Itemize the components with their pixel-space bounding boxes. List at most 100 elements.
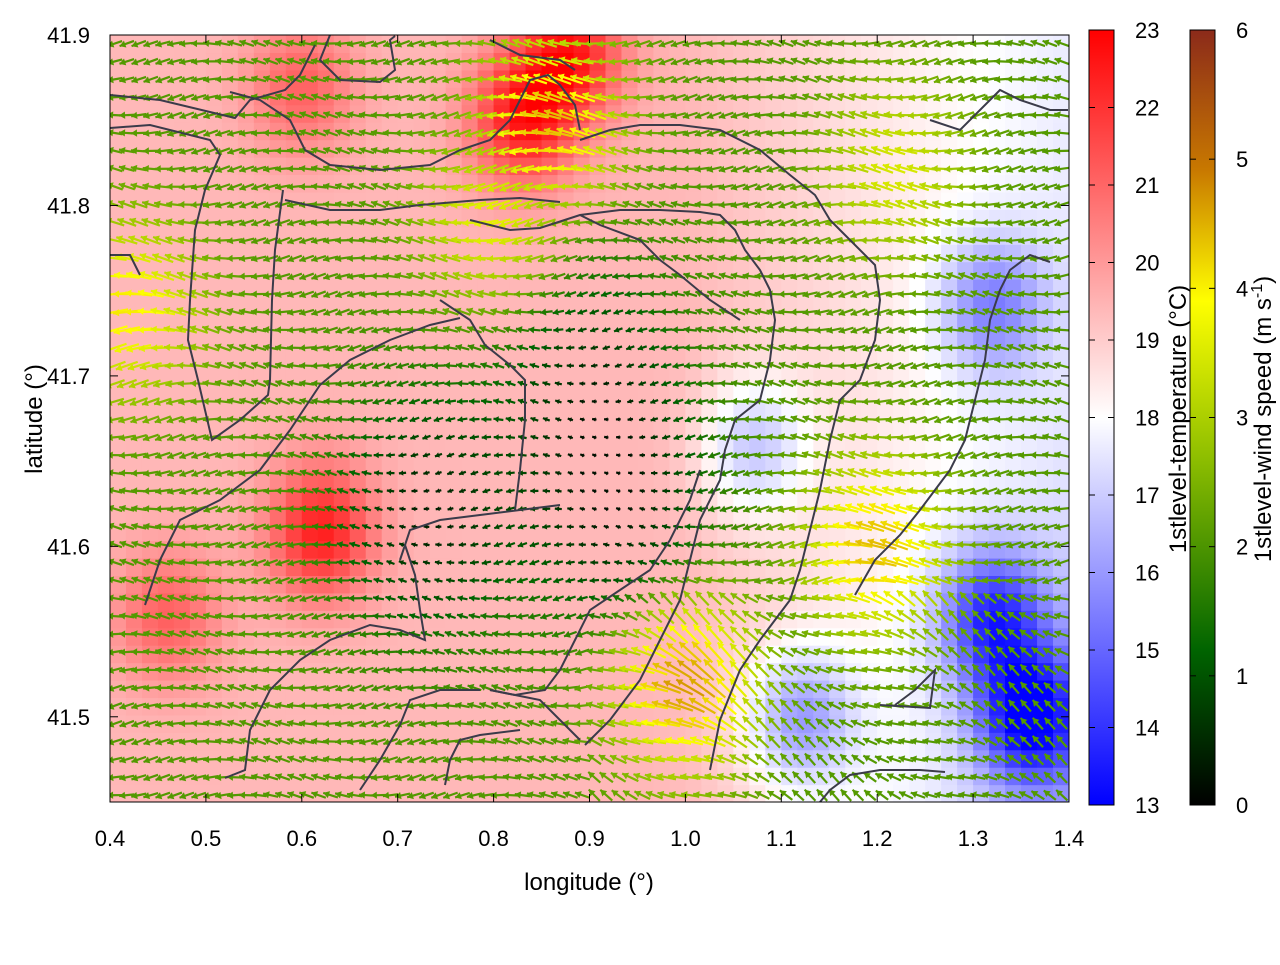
heat-cell (669, 157, 686, 175)
heat-cell (829, 192, 846, 210)
heat-cell (1037, 767, 1054, 785)
heat-cell (446, 593, 463, 611)
heat-cell (590, 349, 607, 367)
heat-cell (270, 610, 287, 628)
heat-cell (829, 174, 846, 192)
heat-cell (350, 575, 367, 593)
heat-cell (542, 453, 559, 471)
heat-cell (366, 384, 383, 402)
heat-cell (669, 366, 686, 384)
heat-cell (462, 453, 479, 471)
heat-cell (222, 140, 239, 158)
heat-cell (717, 401, 734, 419)
heat-cell (957, 174, 974, 192)
heat-cell (829, 209, 846, 227)
heat-cell (941, 366, 958, 384)
heat-cell (414, 436, 431, 454)
heat-cell (462, 419, 479, 437)
heat-cell (574, 436, 591, 454)
heat-cell (286, 174, 303, 192)
heat-cell (414, 593, 431, 611)
heat-cell (1005, 680, 1022, 698)
heat-cell (222, 558, 239, 576)
heat-cell (366, 541, 383, 559)
heat-cell (222, 610, 239, 628)
heat-cell (318, 209, 335, 227)
heat-cell (510, 401, 527, 419)
heat-cell (605, 401, 622, 419)
heat-cell (590, 558, 607, 576)
heat-cell (542, 384, 559, 402)
heat-cell (414, 453, 431, 471)
heat-cell (845, 401, 862, 419)
heat-cell (398, 593, 415, 611)
heat-cell (574, 366, 591, 384)
heat-cell (669, 140, 686, 158)
heat-cell (382, 645, 399, 663)
heat-cell (558, 575, 575, 593)
heat-cell (1053, 122, 1070, 140)
heat-cell (542, 366, 559, 384)
heat-cell (494, 575, 511, 593)
heat-cell (414, 174, 431, 192)
heat-cell (717, 192, 734, 210)
heat-cell (382, 593, 399, 611)
heat-cell (941, 384, 958, 402)
heat-cell (222, 645, 239, 663)
heat-cell (605, 366, 622, 384)
heat-cell (190, 558, 207, 576)
heat-cell (797, 750, 814, 768)
heat-cell (781, 715, 798, 733)
heat-cell (174, 157, 191, 175)
heat-cell (526, 645, 543, 663)
heat-cell (973, 697, 990, 715)
heat-cell (685, 384, 702, 402)
heat-cell (414, 558, 431, 576)
heat-cell (781, 732, 798, 750)
heat-cell (781, 680, 798, 698)
heat-cell (749, 419, 766, 437)
heat-cell (1021, 715, 1038, 733)
heat-cell (621, 384, 638, 402)
heat-cell (717, 174, 734, 192)
heat-cell (1037, 174, 1054, 192)
heat-cell (510, 663, 527, 681)
heat-cell (414, 140, 431, 158)
heat-cell (861, 401, 878, 419)
heat-cell (174, 610, 191, 628)
heat-cell (382, 157, 399, 175)
heat-cell (925, 140, 942, 158)
heat-cell (462, 575, 479, 593)
heat-cell (350, 610, 367, 628)
heat-cell (973, 680, 990, 698)
heat-cell (590, 366, 607, 384)
heat-cell (861, 645, 878, 663)
heat-cell (494, 419, 511, 437)
heat-cell (653, 140, 670, 158)
heat-cell (430, 192, 447, 210)
heat-cell (222, 157, 239, 175)
heat-cell (238, 610, 255, 628)
heat-cell (701, 192, 718, 210)
heat-cell (366, 192, 383, 210)
heat-cell (430, 610, 447, 628)
heat-cell (462, 401, 479, 419)
heat-cell (605, 541, 622, 559)
heat-cell (749, 401, 766, 419)
heat-cell (126, 645, 143, 663)
heat-cell (813, 628, 830, 646)
heat-cell (142, 157, 159, 175)
heat-cell (334, 227, 351, 245)
wind-arrow-head (103, 346, 110, 353)
heat-cell (813, 157, 830, 175)
heat-cell (1005, 401, 1022, 419)
heat-cell (222, 122, 239, 140)
heat-cell (813, 610, 830, 628)
heat-cell (366, 645, 383, 663)
heat-cell (190, 593, 207, 611)
heat-cell (717, 384, 734, 402)
heat-cell (717, 209, 734, 227)
heat-cell (446, 558, 463, 576)
heat-cell (366, 558, 383, 576)
